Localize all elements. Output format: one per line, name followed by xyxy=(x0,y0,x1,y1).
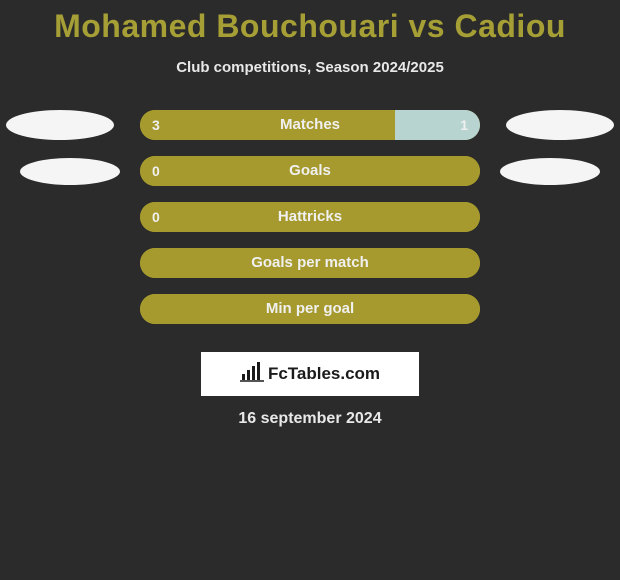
stat-label: Hattricks xyxy=(140,202,480,232)
comparison-subtitle: Club competitions, Season 2024/2025 xyxy=(0,59,620,76)
stat-bar-track: Min per goal xyxy=(140,294,480,324)
stat-row: Goals per match xyxy=(0,242,620,288)
stat-bar-track: Hattricks0 xyxy=(140,202,480,232)
stat-bar-track: Goals0 xyxy=(140,156,480,186)
player-left-marker xyxy=(20,158,120,185)
stat-row: Matches3 1 xyxy=(0,104,620,150)
stat-row: Hattricks0 xyxy=(0,196,620,242)
comparison-title: Mohamed Bouchouari vs Cadiou xyxy=(0,0,620,45)
logo-box[interactable]: FcTables.com xyxy=(201,352,419,396)
stat-row: Goals0 xyxy=(0,150,620,196)
player-left-marker xyxy=(6,110,114,140)
stat-value-left: 0 xyxy=(152,156,160,186)
player-right-marker xyxy=(500,158,600,185)
stat-bar-track: Matches3 1 xyxy=(140,110,480,140)
stat-value-right: 1 xyxy=(460,110,468,140)
stat-label: Min per goal xyxy=(140,294,480,324)
stats-area: Matches31Goals0Hattricks0Goals per match… xyxy=(0,104,620,334)
generation-date: 16 september 2024 xyxy=(0,410,620,428)
stat-value-left: 3 xyxy=(152,110,160,140)
stat-label: Matches xyxy=(140,110,480,140)
stat-value-left: 0 xyxy=(152,202,160,232)
player-right-marker xyxy=(506,110,614,140)
stat-label: Goals per match xyxy=(140,248,480,278)
logo-text: FcTables.com xyxy=(268,364,380,384)
stat-row: Min per goal xyxy=(0,288,620,334)
chart-bars-icon xyxy=(240,362,264,387)
stat-bar-track: Goals per match xyxy=(140,248,480,278)
stat-label: Goals xyxy=(140,156,480,186)
